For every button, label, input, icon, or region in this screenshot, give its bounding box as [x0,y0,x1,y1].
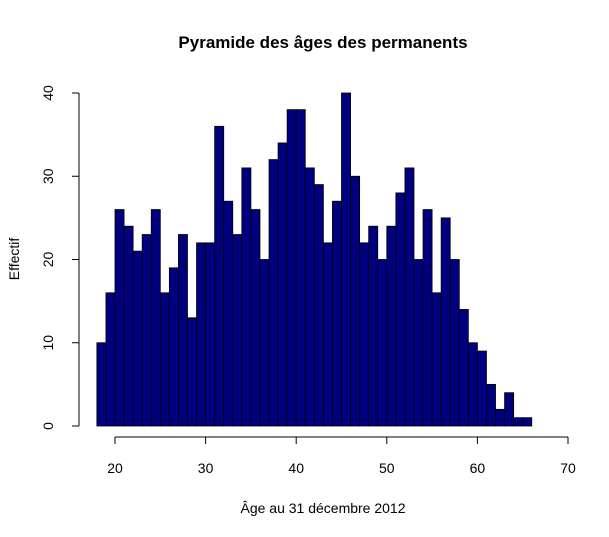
histogram-bar [132,250,143,427]
y-tick-label: 10 [40,335,56,351]
histogram-bar [377,259,388,427]
x-axis: 20 30 40 50 60 70 [107,436,576,476]
x-tick-label: 40 [288,460,304,476]
histogram-bar [268,159,279,427]
histogram-bar [332,200,342,427]
x-tick-label: 60 [470,460,486,476]
histogram-bar [105,292,116,427]
histogram-bar [440,217,451,427]
histogram-bar [295,109,306,427]
histogram-bar [96,342,107,427]
histogram-bar [359,242,370,427]
histogram-bar [168,267,179,427]
y-tick-label: 40 [40,85,56,101]
histogram-bar [187,317,197,427]
histogram-bar [467,342,478,427]
histogram-bar [241,167,252,427]
histogram-bar [223,200,234,427]
y-axis-label: Effectif [6,238,22,281]
x-tick-label: 30 [198,460,214,476]
histogram-bar [458,309,469,427]
histogram-bar [431,292,442,427]
histogram-bar [422,209,433,427]
histogram-bar [395,192,406,427]
histogram-bars [96,92,533,427]
histogram-bar [504,392,515,427]
y-tick-label: 0 [40,422,56,430]
histogram-bar [123,225,134,427]
histogram-bar [196,242,206,427]
histogram-bar [495,408,505,427]
histogram-bar [259,259,270,427]
histogram-bar [313,184,324,427]
y-tick-label: 20 [40,252,56,268]
histogram-bar [205,242,216,427]
histogram-bar [159,292,170,427]
histogram-bar [150,209,161,427]
histogram-bar [277,142,288,427]
histogram-bar [114,209,125,427]
histogram-bar [178,234,188,427]
y-tick-label: 30 [40,168,56,184]
histogram-bar [368,225,379,427]
histogram-bar [250,209,261,427]
y-axis: 0 10 20 30 40 [40,85,80,430]
x-tick-label: 20 [107,460,123,476]
histogram-bar [386,225,397,427]
histogram-bar [141,234,152,427]
histogram-bar [232,234,243,427]
histogram-bar [413,259,424,427]
histogram-bar [486,383,496,427]
histogram-bar [322,242,333,427]
histogram-bar [476,350,487,427]
histogram-bar [341,92,351,427]
histogram-bar [286,109,297,427]
histogram-bar [449,259,460,427]
histogram-bar [522,417,533,427]
histogram-bar [513,417,524,427]
x-tick-label: 50 [379,460,395,476]
x-tick-label: 70 [560,460,576,476]
histogram-bar [304,167,315,427]
histogram-bar [214,125,225,427]
chart-title: Pyramide des âges des permanents [178,33,467,52]
histogram-bar [350,175,361,427]
x-axis-label: Âge au 31 décembre 2012 [240,500,405,516]
histogram-bar [404,167,415,427]
